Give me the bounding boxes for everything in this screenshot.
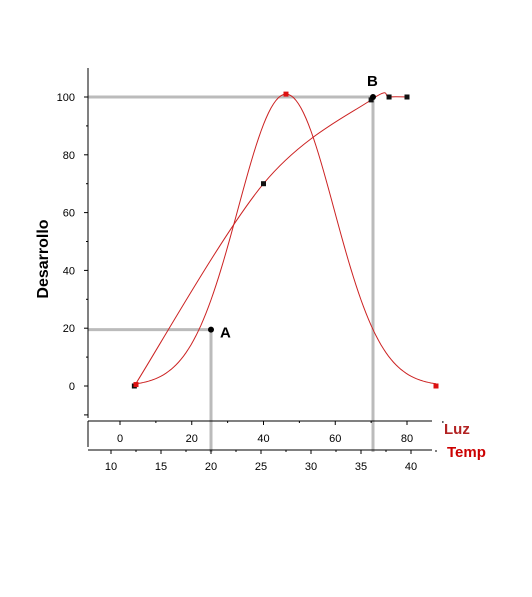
y-tick-label: 80	[63, 150, 75, 162]
luz-axis-label: Luz	[444, 421, 470, 438]
luz-tick-label: 20	[186, 433, 198, 445]
luz-data-point	[386, 94, 392, 100]
y-axis: 0 20 40 60 80 100	[57, 68, 89, 418]
annotations-layer: AB	[208, 73, 378, 342]
temp-tick-label: 30	[305, 461, 317, 473]
y-axis-label: Desarrollo	[35, 219, 52, 298]
annotation-point-A	[208, 326, 214, 333]
luz-tick-label: 0	[117, 433, 123, 445]
temp-series-line	[135, 93, 437, 385]
temp-tick-label: 10	[105, 461, 117, 473]
temp-data-point	[433, 383, 439, 389]
annotation-label-A: A	[220, 325, 231, 342]
luz-data-point	[404, 94, 410, 100]
y-tick-label: 40	[63, 265, 75, 277]
luz-data-point	[368, 97, 374, 103]
temp-tick-label: 20	[205, 461, 217, 473]
temp-tick-label: 40	[405, 461, 417, 473]
luz-tick-label: 40	[257, 433, 269, 445]
y-tick-label: 20	[63, 323, 75, 335]
reference-guide-lines	[88, 95, 375, 452]
y-tick-label: 60	[63, 208, 75, 220]
temp-data-point	[283, 91, 289, 97]
temp-tick-label: 15	[155, 461, 167, 473]
luz-axis: 0 20 40 60 80	[87, 420, 444, 447]
luz-series-line	[133, 92, 408, 387]
temp-axis: 10 15 20 25 30 35 40	[88, 449, 437, 473]
temp-data-point	[133, 382, 139, 388]
temp-axis-label: Temp	[447, 444, 486, 461]
annotation-point-B	[370, 94, 376, 100]
series-layer	[131, 91, 439, 389]
y-tick-label: 100	[57, 92, 75, 104]
luz-data-point	[261, 181, 266, 187]
temp-tick-label: 35	[355, 461, 367, 473]
annotation-label-B: B	[367, 73, 378, 90]
luz-tick-label: 80	[401, 433, 413, 445]
y-tick-label: 0	[69, 381, 75, 393]
temp-tick-label: 25	[255, 461, 267, 473]
luz-tick-label: 60	[329, 433, 341, 445]
